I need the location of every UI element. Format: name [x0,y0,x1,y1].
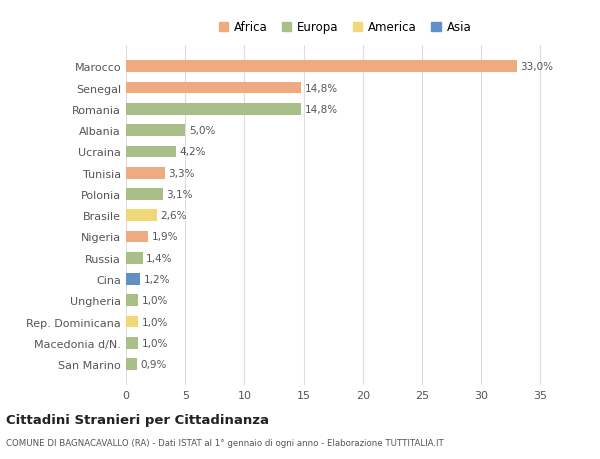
Text: 1,2%: 1,2% [144,274,170,285]
Bar [126,316,138,328]
Text: 14,8%: 14,8% [305,84,338,93]
Text: COMUNE DI BAGNACAVALLO (RA) - Dati ISTAT al 1° gennaio di ogni anno - Elaborazio: COMUNE DI BAGNACAVALLO (RA) - Dati ISTAT… [6,438,444,448]
Bar [126,210,157,222]
Bar [126,231,148,243]
Bar [126,168,165,179]
Text: 3,1%: 3,1% [166,190,193,200]
Bar [126,274,140,285]
Bar [126,358,137,370]
Text: 33,0%: 33,0% [520,62,553,72]
Bar [126,125,185,137]
Text: 1,4%: 1,4% [146,253,173,263]
Legend: Africa, Europa, America, Asia: Africa, Europa, America, Asia [215,18,475,38]
Text: 5,0%: 5,0% [189,126,215,136]
Text: 1,0%: 1,0% [142,317,168,327]
Bar [126,104,301,116]
Bar [126,252,143,264]
Text: Cittadini Stranieri per Cittadinanza: Cittadini Stranieri per Cittadinanza [6,413,269,426]
Bar [126,189,163,200]
Text: 3,3%: 3,3% [169,168,195,178]
Bar [126,83,301,94]
Text: 2,6%: 2,6% [160,211,187,221]
Bar [126,295,138,307]
Text: 1,9%: 1,9% [152,232,179,242]
Text: 14,8%: 14,8% [305,105,338,115]
Text: 4,2%: 4,2% [179,147,206,157]
Bar [126,146,176,158]
Text: 1,0%: 1,0% [142,338,168,348]
Bar [126,62,517,73]
Text: 1,0%: 1,0% [142,296,168,306]
Text: 0,9%: 0,9% [140,359,167,369]
Bar [126,337,138,349]
